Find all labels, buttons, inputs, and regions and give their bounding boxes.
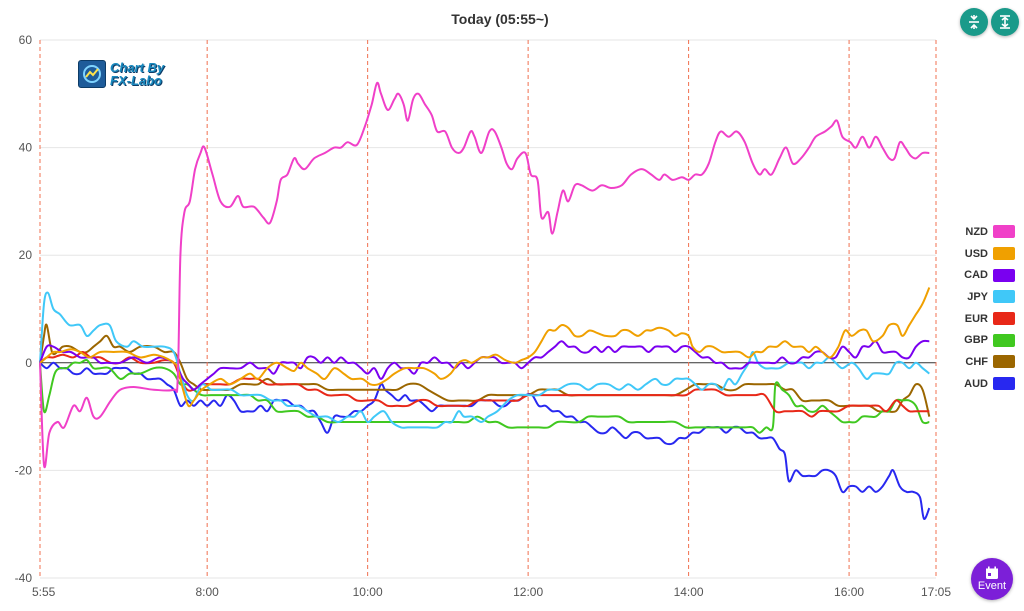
legend-item-chf[interactable]: CHF: [945, 351, 1015, 373]
series-line-usd: [39, 287, 931, 408]
series-line-nzd: [39, 81, 930, 469]
chart-logo-icon: [78, 60, 106, 88]
y-tick-label: 60: [19, 33, 33, 47]
expand-vertical-icon: [1000, 15, 1010, 29]
logo-line-2: FX-Labo: [110, 73, 162, 88]
calendar-icon: [986, 566, 998, 579]
chart-by-fx-labo-logo: Chart By FX-Labo: [78, 58, 164, 90]
x-tick-label: 12:00: [513, 585, 543, 599]
event-button[interactable]: Event: [971, 558, 1013, 600]
x-tick-label: 8:00: [195, 585, 219, 599]
compress-vertical-icon: [969, 15, 979, 29]
compress-vertical-button[interactable]: [960, 8, 988, 36]
legend-swatch: [993, 333, 1015, 347]
expand-vertical-button[interactable]: [991, 8, 1019, 36]
legend-swatch: [993, 355, 1015, 369]
legend-item-cad[interactable]: CAD: [945, 264, 1015, 286]
legend-label: JPY: [967, 290, 988, 303]
legend-item-aud[interactable]: AUD: [945, 373, 1015, 395]
axis-layer: 60 40 20 0 -20 -405:55 8:00 10:00 12:00 14:00 16:0…: [15, 33, 952, 599]
x-tick-label: 16:00: [834, 585, 864, 599]
legend-item-jpy[interactable]: JPY: [945, 286, 1015, 308]
legend-swatch: [993, 290, 1015, 304]
series-line-chf: [39, 323, 931, 417]
legend-item-nzd[interactable]: NZD: [945, 221, 1015, 243]
logo-line-1: Chart By: [110, 60, 165, 75]
x-tick-label: 10:00: [353, 585, 383, 599]
legend-label: GBP: [964, 334, 988, 347]
legend-label: USD: [964, 247, 988, 260]
legend-label: CAD: [964, 269, 988, 282]
chart-legend: NZD USD CAD JPY EUR GBP CHF AUD: [945, 221, 1015, 395]
y-tick-label: -40: [15, 571, 33, 585]
x-tick-label: 5:55: [32, 585, 56, 599]
series-line-jpy: [39, 291, 930, 429]
legend-label: NZD: [965, 225, 988, 238]
series-line-cad: [39, 339, 930, 391]
y-tick-label: -20: [15, 463, 33, 477]
legend-swatch: [993, 377, 1015, 391]
legend-label: CHF: [965, 355, 988, 368]
x-tick-label: 17:05: [921, 585, 951, 599]
legend-label: EUR: [964, 312, 988, 325]
legend-swatch: [993, 225, 1015, 239]
event-button-label: Event: [977, 580, 1007, 592]
series-line-aud: [39, 361, 931, 520]
series-line-gbp: [39, 358, 930, 434]
legend-item-usd[interactable]: USD: [945, 243, 1015, 265]
legend-label: AUD: [964, 377, 988, 390]
y-tick-label: 40: [19, 141, 33, 155]
grid-layer: [39, 39, 937, 579]
series-layer: [39, 81, 931, 520]
legend-swatch: [993, 312, 1015, 326]
legend-swatch: [993, 268, 1015, 282]
y-tick-label: 0: [25, 356, 32, 370]
x-tick-label: 14:00: [674, 585, 704, 599]
legend-swatch: [993, 247, 1015, 261]
legend-item-eur[interactable]: EUR: [945, 308, 1015, 330]
y-tick-label: 20: [19, 248, 33, 262]
legend-item-gbp[interactable]: GBP: [945, 329, 1015, 351]
chart-title: Today (05:55~): [451, 11, 549, 27]
